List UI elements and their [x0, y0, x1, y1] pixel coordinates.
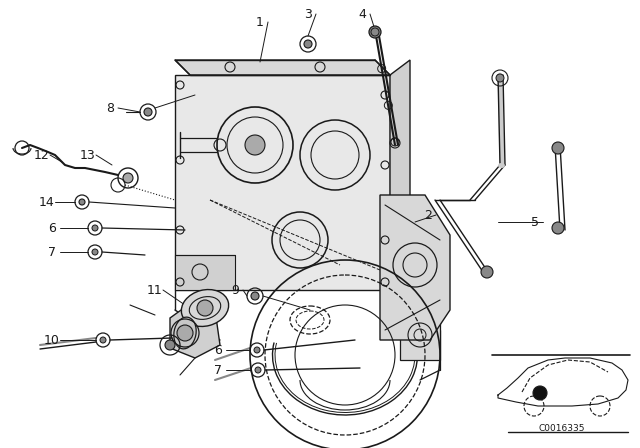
Circle shape — [481, 266, 493, 278]
Circle shape — [552, 222, 564, 234]
Circle shape — [177, 325, 193, 341]
Polygon shape — [175, 75, 390, 290]
Text: C0016335: C0016335 — [539, 423, 585, 432]
Text: 9: 9 — [231, 284, 239, 297]
Polygon shape — [400, 310, 440, 360]
Circle shape — [251, 292, 259, 300]
Text: 2: 2 — [424, 208, 432, 221]
Circle shape — [496, 74, 504, 82]
Text: 13: 13 — [80, 148, 96, 161]
Text: 1: 1 — [256, 16, 264, 29]
Text: 5: 5 — [531, 215, 539, 228]
Ellipse shape — [181, 289, 228, 327]
Circle shape — [245, 135, 265, 155]
Text: 6: 6 — [214, 344, 222, 357]
Circle shape — [552, 142, 564, 154]
Circle shape — [533, 386, 547, 400]
Circle shape — [165, 340, 175, 350]
Text: 10: 10 — [44, 333, 60, 346]
Text: 6: 6 — [48, 221, 56, 234]
Text: 7: 7 — [214, 363, 222, 376]
Text: 7: 7 — [48, 246, 56, 258]
Text: 4: 4 — [358, 8, 366, 21]
Circle shape — [92, 225, 98, 231]
Text: 11: 11 — [147, 284, 163, 297]
Circle shape — [92, 249, 98, 255]
Polygon shape — [390, 60, 410, 290]
Text: 12: 12 — [34, 148, 50, 161]
Circle shape — [304, 40, 312, 48]
Polygon shape — [175, 255, 235, 290]
Circle shape — [254, 347, 260, 353]
Circle shape — [123, 173, 133, 183]
Circle shape — [369, 26, 381, 38]
Circle shape — [255, 367, 261, 373]
Polygon shape — [175, 60, 390, 75]
Text: 14: 14 — [39, 195, 55, 208]
Circle shape — [79, 199, 85, 205]
Circle shape — [100, 337, 106, 343]
Ellipse shape — [174, 317, 196, 349]
Circle shape — [197, 300, 213, 316]
Text: 8: 8 — [106, 102, 114, 115]
Polygon shape — [170, 300, 220, 358]
Circle shape — [144, 108, 152, 116]
Text: 3: 3 — [304, 8, 312, 21]
Polygon shape — [380, 195, 450, 340]
